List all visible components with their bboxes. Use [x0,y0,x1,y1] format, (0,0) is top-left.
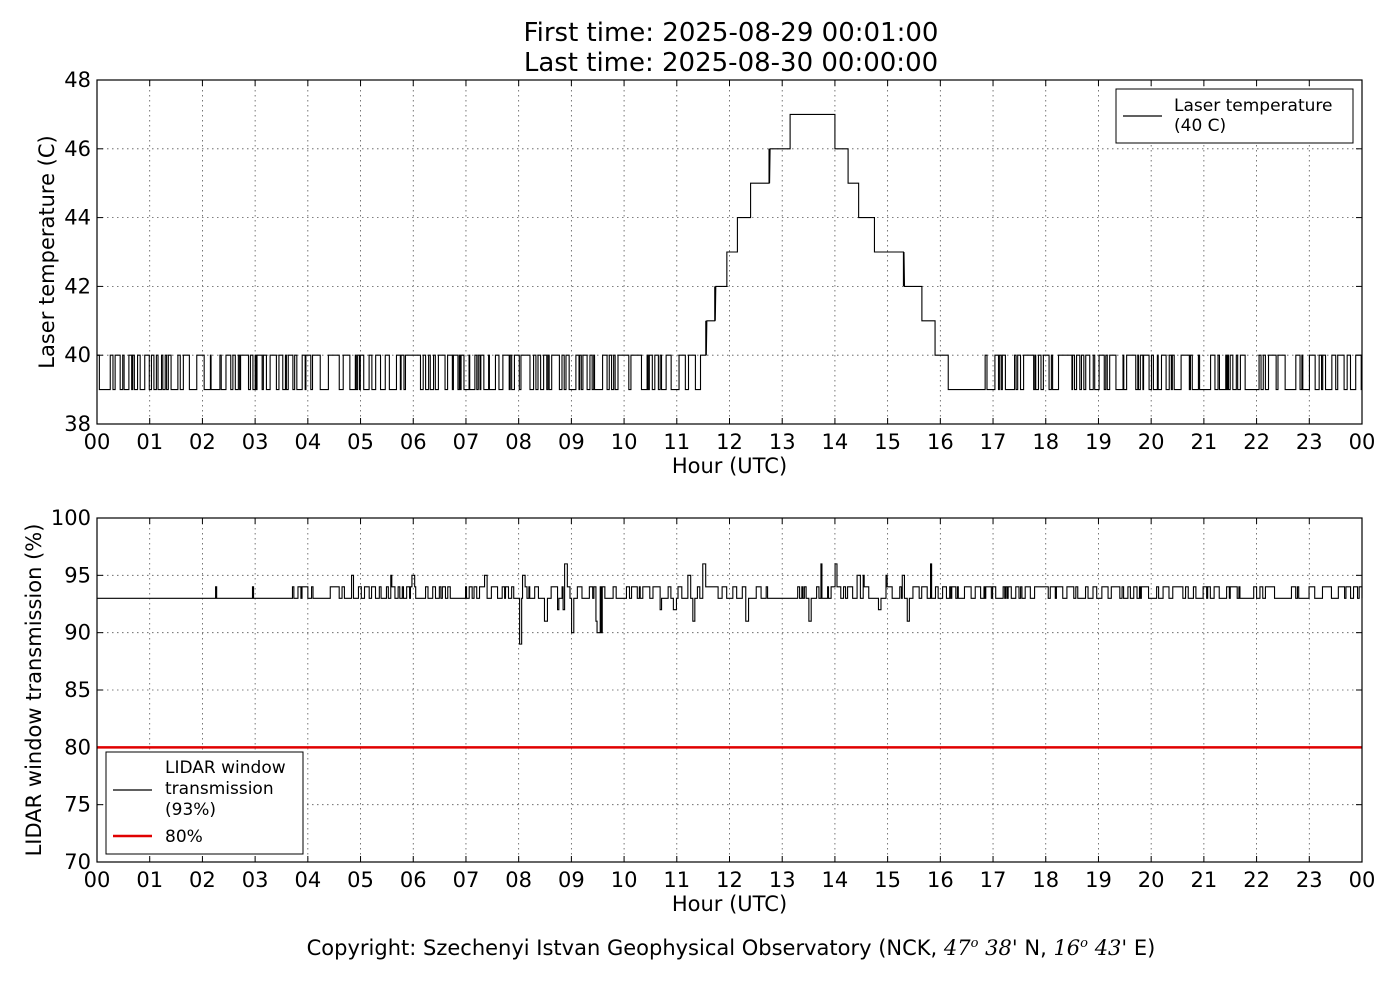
x-tick-label: 12 [716,430,743,454]
x-tick-label: 04 [294,868,321,892]
x-tick-label: 08 [505,430,532,454]
x-tick-label: 00 [84,868,111,892]
y-tick-label: 70 [64,850,91,874]
x-tick-label: 00 [84,430,111,454]
series-laser-temperature-line [97,113,1362,391]
x-tick-label: 00 [1349,868,1376,892]
chart-title-line-2: Last time: 2025-08-30 00:00:00 [523,48,939,78]
y-axis-label: Laser temperature (C) [35,135,59,368]
x-tick-label: 01 [136,868,163,892]
y-axis-label: LIDAR window transmission (%) [22,524,46,857]
x-tick-label: 22 [1243,430,1270,454]
x-tick-label: 10 [611,430,638,454]
x-tick-label: 06 [400,868,427,892]
x-tick-label: 17 [980,430,1007,454]
x-tick-label: 22 [1243,868,1270,892]
x-tick-label: 18 [1032,430,1059,454]
legend-label-line-3: (93%) [165,800,216,820]
x-tick-label: 21 [1191,868,1218,892]
x-tick-label: 18 [1032,868,1059,892]
x-axis-label: Hour (UTC) [672,892,787,916]
x-tick-label: 14 [822,430,849,454]
x-tick-label: 05 [347,430,374,454]
x-tick-label: 10 [611,868,638,892]
x-tick-label: 21 [1191,430,1218,454]
x-tick-label: 15 [874,868,901,892]
x-tick-label: 06 [400,430,427,454]
x-axis-label: Hour (UTC) [672,454,787,478]
transmission-panel: 00 01 02 03 04 05 06 07 08 09 10 11 12 13 14 15 16 17 18 19… [22,506,1375,916]
legend-label-line-1: Laser temperature [1174,96,1332,116]
x-tick-label: 13 [769,868,796,892]
x-tick-label: 03 [242,868,269,892]
x-tick-label: 12 [716,868,743,892]
x-tick-label: 05 [347,868,374,892]
y-tick-label: 80 [64,735,91,759]
x-tick-label: 16 [927,868,954,892]
y-tick-label: 75 [64,793,91,817]
y-tick-label: 46 [64,137,91,161]
legend-label-80-percent: 80% [165,827,203,847]
x-tick-label: 23 [1296,430,1323,454]
copyright-note: Copyright: Szechenyi Istvan Geophysical … [306,936,1156,960]
x-tick-label: 15 [874,430,901,454]
y-tick-label: 38 [64,412,91,436]
y-tick-label: 48 [64,68,91,92]
x-tick-label: 20 [1138,868,1165,892]
x-tick-label: 02 [189,430,216,454]
legend-label-line-2: (40 C) [1174,116,1226,136]
legend: Laser temperature(40 C) [1115,88,1354,144]
series-lidar-window-transmission-line [97,563,1363,645]
y-tick-label: 90 [64,621,91,645]
x-tick-label: 09 [558,430,585,454]
x-tick-label: 14 [822,868,849,892]
x-tick-label: 20 [1138,430,1165,454]
legend-label-line-2: transmission [165,779,274,799]
chart-title-line-1: First time: 2025-08-29 00:01:00 [523,18,939,48]
x-tick-label: 01 [136,430,163,454]
x-tick-label: 23 [1296,868,1323,892]
y-tick-label: 100 [51,506,91,530]
x-tick-label: 04 [294,430,321,454]
x-tick-label: 11 [663,430,690,454]
x-tick-label: 17 [980,868,1007,892]
y-tick-label: 95 [64,563,91,587]
x-tick-label: 16 [927,430,954,454]
x-tick-label: 13 [769,430,796,454]
x-tick-label: 08 [505,868,532,892]
temperature-panel: 00 01 02 03 04 05 06 07 08 09 10 11 12 13 14 15 16 17 18 19… [35,68,1375,478]
legend-label-line-1: LIDAR window [165,758,286,778]
x-tick-label: 19 [1085,430,1112,454]
y-tick-label: 85 [64,678,91,702]
x-tick-label: 07 [453,868,480,892]
x-tick-label: 00 [1349,430,1376,454]
y-tick-label: 40 [64,343,91,367]
plot-frame [96,517,1363,863]
x-tick-label: 02 [189,868,216,892]
x-tick-label: 19 [1085,868,1112,892]
x-tick-label: 09 [558,868,585,892]
plot-frame [96,79,1363,425]
x-tick-label: 11 [663,868,690,892]
y-tick-label: 44 [64,206,91,230]
x-tick-label: 07 [453,430,480,454]
x-tick-label: 03 [242,430,269,454]
y-tick-label: 42 [64,274,91,298]
